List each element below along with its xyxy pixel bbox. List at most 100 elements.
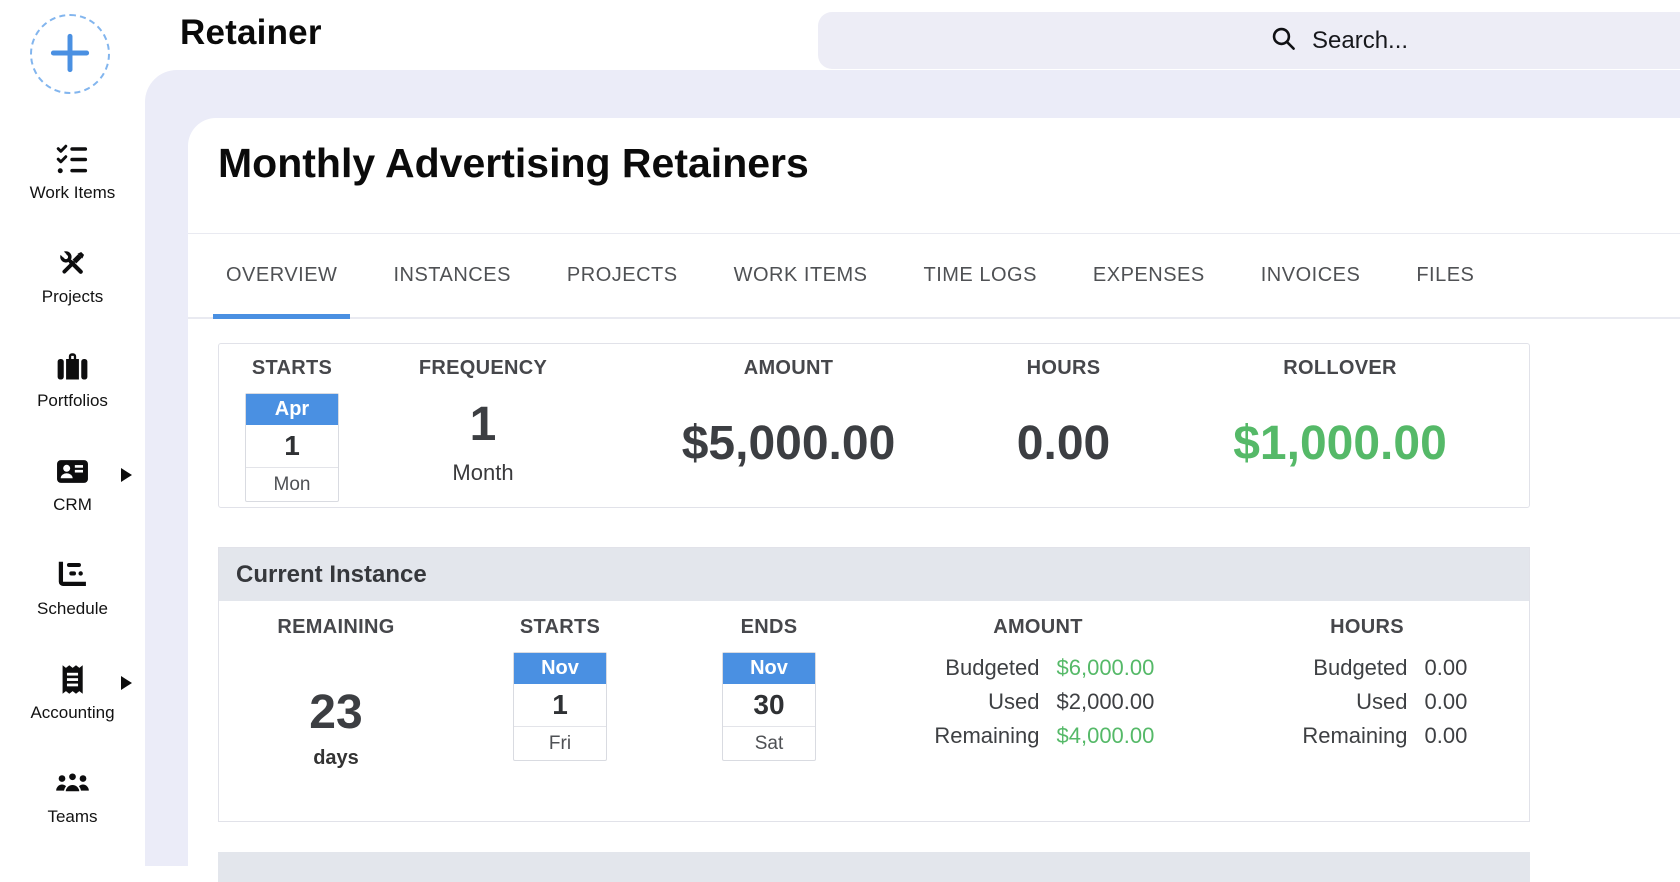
calendar-month: Nov <box>723 653 815 684</box>
sidebar-item-crm[interactable]: CRM <box>0 452 145 516</box>
frequency-value: 1 <box>469 398 497 451</box>
calendar-weekday: Sat <box>754 733 784 754</box>
tab-work-items[interactable]: WORK ITEMS <box>733 264 868 286</box>
sidebar-item-label: Accounting <box>30 703 115 722</box>
sidebar: Work Items <box>0 0 145 866</box>
frequency-unit: Month <box>452 460 514 485</box>
remaining-unit: days <box>313 747 359 769</box>
amount-label: AMOUNT <box>993 616 1083 638</box>
schedule-icon <box>54 556 92 594</box>
instance-hours: HOURS Budgeted 0.00 Used 0.00 Re <box>1205 601 1529 820</box>
summary-frequency: FREQUENCY 1 Month <box>365 344 601 507</box>
sidebar-item-accounting[interactable]: Accounting <box>0 660 145 724</box>
current-instance-title: Current Instance <box>236 560 427 588</box>
row-label: Used <box>988 689 1040 714</box>
rollover-value: $1,000.00 <box>1233 416 1447 470</box>
row-label: Remaining <box>1302 723 1408 748</box>
row-value: $6,000.00 <box>1056 655 1155 680</box>
tab-overview[interactable]: OVERVIEW <box>213 234 351 319</box>
teams-icon <box>54 764 92 802</box>
sidebar-item-projects[interactable]: Projects <box>0 244 145 308</box>
projects-icon <box>54 244 92 282</box>
row-label: Remaining <box>934 723 1040 748</box>
submenu-caret-icon[interactable] <box>121 468 132 482</box>
hours-rows: Budgeted 0.00 Used 0.00 Remaining 0.00 <box>1258 654 1477 749</box>
instance-starts: STARTS Nov 1 Fri <box>453 601 667 820</box>
search-input[interactable] <box>1312 26 1612 55</box>
current-instance-header: Current Instance <box>219 548 1529 601</box>
sidebar-item-work-items[interactable]: Work Items <box>0 140 145 204</box>
amount-remaining-row: Remaining $4,000.00 <box>890 722 1187 749</box>
ends-label: ENDS <box>740 616 798 638</box>
amount-label: AMOUNT <box>743 357 834 379</box>
starts-label: STARTS <box>251 357 333 379</box>
content-area: Monthly Advertising Retainers OVERVIEW I… <box>145 70 1680 882</box>
sidebar-item-label: Work Items <box>29 183 116 202</box>
sidebar-item-schedule[interactable]: Schedule <box>0 556 145 620</box>
remaining-value: 23 <box>309 686 363 739</box>
tab-invoices[interactable]: INVOICES <box>1260 264 1361 286</box>
hours-value: 0.00 <box>1016 416 1111 470</box>
row-value: 0.00 <box>1424 723 1468 748</box>
tab-bar: OVERVIEW INSTANCES PROJECTS WORK ITEMS T… <box>188 233 1680 319</box>
remaining-label: REMAINING <box>277 616 395 638</box>
amount-budgeted-row: Budgeted $6,000.00 <box>890 654 1187 681</box>
ends-date-widget: Nov 30 Sat <box>722 652 816 761</box>
frequency-label: FREQUENCY <box>418 357 548 379</box>
summary-amount: AMOUNT $5,000.00 <box>601 344 976 507</box>
crm-icon <box>54 452 92 490</box>
hours-used-row: Used 0.00 <box>1258 688 1477 715</box>
sidebar-item-teams[interactable]: Teams <box>0 764 145 828</box>
hours-label: HOURS <box>1026 357 1101 379</box>
tab-time-logs[interactable]: TIME LOGS <box>923 264 1037 286</box>
calendar-weekday: Mon <box>273 474 311 495</box>
starts-label: STARTS <box>519 616 601 638</box>
instance-ends: ENDS Nov 30 Sat <box>667 601 871 820</box>
calendar-month: Nov <box>514 653 606 684</box>
calendar-month: Apr <box>246 394 338 425</box>
calendar-day: 30 <box>723 684 815 727</box>
current-instance-card: Current Instance REMAINING 23 days START… <box>218 547 1530 822</box>
amount-rows: Budgeted $6,000.00 Used $2,000.00 Remain… <box>890 654 1187 749</box>
add-button[interactable] <box>30 14 110 94</box>
search-icon <box>1270 25 1297 57</box>
summary-starts: STARTS Apr 1 Mon <box>219 344 365 507</box>
row-label: Used <box>1356 689 1408 714</box>
search-bar[interactable] <box>818 12 1680 69</box>
retainer-summary-card: STARTS Apr 1 Mon FREQUENCY 1 Month AMOUN <box>218 343 1530 508</box>
next-section-header <box>218 852 1530 882</box>
tab-expenses[interactable]: EXPENSES <box>1092 264 1205 286</box>
amount-value: $5,000.00 <box>681 416 896 470</box>
hours-label: HOURS <box>1330 616 1404 638</box>
hours-remaining-row: Remaining 0.00 <box>1258 722 1477 749</box>
submenu-caret-icon[interactable] <box>121 676 132 690</box>
calendar-weekday: Fri <box>548 733 572 754</box>
tab-instances[interactable]: INSTANCES <box>393 264 511 286</box>
starts-date-widget: Nov 1 Fri <box>513 652 607 761</box>
summary-rollover: ROLLOVER $1,000.00 <box>1151 344 1529 507</box>
row-value: $4,000.00 <box>1056 723 1155 748</box>
instance-amount: AMOUNT Budgeted $6,000.00 Used $2,000.00 <box>871 601 1205 820</box>
retainer-title: Monthly Advertising Retainers <box>218 140 809 186</box>
sidebar-nav: Work Items <box>0 140 145 828</box>
plus-icon <box>49 32 91 77</box>
instance-remaining: REMAINING 23 days <box>219 601 453 820</box>
row-label: Budgeted <box>1313 655 1408 680</box>
rollover-label: ROLLOVER <box>1283 357 1397 379</box>
portfolios-icon <box>54 348 92 386</box>
summary-hours: HOURS 0.00 <box>976 344 1151 507</box>
sidebar-item-portfolios[interactable]: Portfolios <box>0 348 145 412</box>
current-instance-body: REMAINING 23 days STARTS Nov 1 Fri <box>219 601 1529 820</box>
tab-projects[interactable]: PROJECTS <box>566 264 678 286</box>
row-value: 0.00 <box>1424 689 1468 714</box>
accounting-icon <box>54 660 92 698</box>
retainer-card: Monthly Advertising Retainers OVERVIEW I… <box>188 118 1680 882</box>
page-title: Retainer <box>180 13 322 52</box>
calendar-day: 1 <box>246 425 338 468</box>
work-items-icon <box>54 140 92 178</box>
sidebar-item-label: Projects <box>41 287 104 306</box>
sidebar-item-label: Teams <box>47 807 98 826</box>
sidebar-item-label: Portfolios <box>37 391 108 410</box>
row-value: 0.00 <box>1424 655 1468 680</box>
tab-files[interactable]: FILES <box>1416 264 1475 286</box>
